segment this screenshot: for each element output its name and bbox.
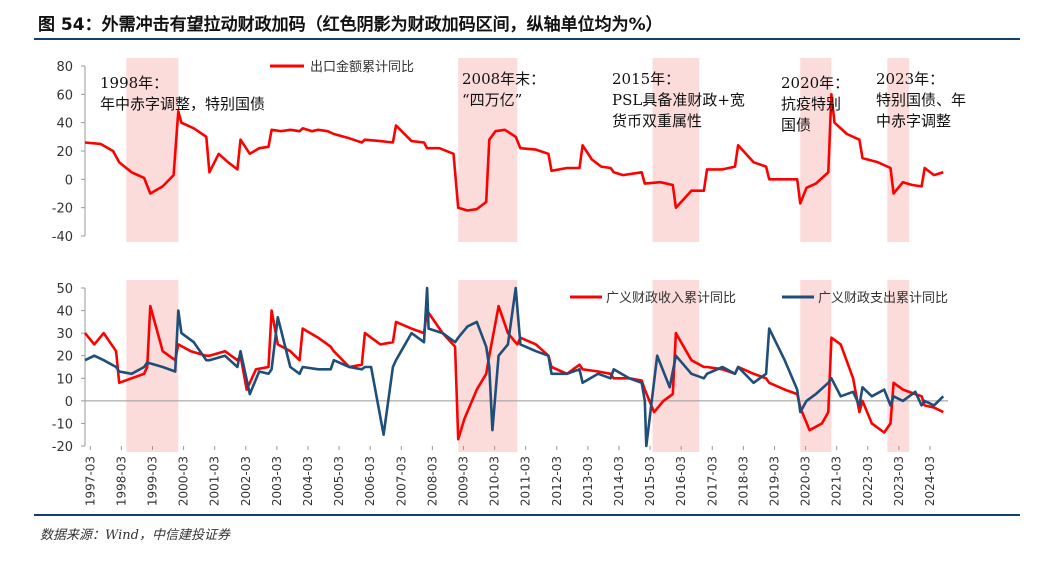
x-tick-label: 2008-03 — [425, 456, 439, 506]
y-tick-label: 20 — [56, 145, 73, 160]
x-tick-label: 2024-03 — [923, 456, 937, 506]
y-tick-label: -20 — [52, 202, 73, 217]
annotation-line: 2008年末： — [462, 70, 545, 88]
x-tick-label: 2001-03 — [208, 456, 222, 506]
export-panel: 80 60 40 20 0 -20 -40 出口金额累计同比 1998年： 年中赤字调整，特别国债… — [52, 58, 966, 245]
x-tick-label: 2018-03 — [736, 456, 750, 506]
annotation: 2023年： 特别国债、年中赤字调整 — [876, 70, 966, 130]
annotation-line: 货币双重属性 — [612, 112, 702, 130]
annotation-line: 2023年： — [876, 70, 944, 88]
x-tick-label: 2021-03 — [830, 456, 844, 506]
annotation: 2020年： 抗疫特别国债 — [781, 74, 849, 134]
annotation-line: 抗疫特别 — [781, 95, 841, 113]
shaded-range — [652, 58, 700, 242]
shaded-range — [126, 58, 179, 242]
series-line — [84, 286, 945, 448]
y-tick-label: 0 — [65, 395, 73, 410]
x-tick-label: 2003-03 — [270, 456, 284, 506]
shaded-range — [800, 58, 832, 242]
x-tick-label: 2005-03 — [332, 456, 346, 506]
x-tick-label: 2015-03 — [643, 456, 657, 506]
x-tick-label: 2004-03 — [301, 456, 315, 506]
y-tick-label: 10 — [56, 372, 73, 387]
shaded-range — [126, 280, 179, 452]
annotation-line: 中赤字调整 — [876, 112, 951, 130]
annotation-line: 2015年： — [612, 70, 680, 88]
x-tick-label: 2006-03 — [363, 456, 377, 506]
series-line — [83, 304, 944, 441]
annotation-line: 特别国债、年 — [876, 91, 966, 109]
annotation-line: 2020年： — [781, 74, 849, 92]
y-tick-label: 80 — [56, 60, 73, 75]
y-tick-label: 40 — [56, 117, 73, 132]
x-tick-label: 1998-03 — [114, 456, 128, 506]
annotation: 2015年： PSL具备准财政+宽货币双重属性 — [612, 70, 745, 130]
y-tick-label: 60 — [56, 88, 73, 103]
annotation-line: 国债 — [781, 116, 811, 134]
x-tick-label: 2017-03 — [705, 456, 719, 506]
legend-label: 广义财政收入累计同比 — [606, 291, 736, 306]
x-tick-label: 2000-03 — [177, 456, 191, 506]
y-tick-label: 30 — [56, 327, 73, 342]
title-rule — [34, 38, 1020, 40]
x-tick-label: 2014-03 — [612, 456, 626, 506]
shaded-range — [887, 58, 910, 242]
x-tick-label: 2019-03 — [767, 456, 781, 506]
y-tick-label: -20 — [52, 440, 73, 455]
x-tick-label: 2013-03 — [581, 456, 595, 506]
x-tick-label: 1997-03 — [83, 456, 97, 506]
y-tick-label: -40 — [52, 230, 73, 245]
x-tick-label: 2022-03 — [861, 456, 875, 506]
annotation-line: “四万亿” — [462, 91, 522, 109]
x-tick-label: 2011-03 — [519, 456, 533, 506]
y-tick-label: -10 — [52, 417, 73, 432]
x-tick-label: 2012-03 — [550, 456, 564, 506]
x-tick-label: 2010-03 — [488, 456, 502, 506]
y-tick-label: 20 — [56, 350, 73, 365]
x-tick-label: 2002-03 — [239, 456, 253, 506]
annotation: 1998年： 年中赤字调整，特别国债 — [100, 74, 265, 113]
annotation-line: 1998年： — [100, 74, 168, 92]
fiscal-panel: 50 40 30 20 10 0 -10 -20 广义财政收入累计同比 广义财政支出累计同比 199… — [52, 280, 948, 506]
annotation: 2008年末： “四万亿” — [462, 70, 545, 109]
x-tick-label: 2023-03 — [892, 456, 906, 506]
annotation-line: 年中赤字调整，特别国债 — [100, 95, 265, 113]
x-tick-label: 2009-03 — [456, 456, 470, 506]
x-tick-label: 2016-03 — [674, 456, 688, 506]
figure-title: 图 54：外需冲击有望拉动财政加码（红色阴影为财政加码区间，纵轴单位均为%） — [38, 15, 663, 35]
source-note: 数据来源：Wind，中信建投证券 — [40, 528, 230, 543]
y-tick-label: 50 — [56, 282, 73, 297]
legend-label: 广义财政支出累计同比 — [818, 291, 948, 306]
annotation-line: PSL具备准财政+宽 — [612, 91, 745, 109]
legend-label: 出口金额累计同比 — [310, 59, 414, 75]
y-tick-label: 40 — [56, 305, 73, 320]
y-tick-label: 0 — [65, 173, 73, 188]
x-tick-label: 2020-03 — [799, 456, 813, 506]
x-tick-label: 2007-03 — [394, 456, 408, 506]
x-tick-label: 1999-03 — [145, 456, 159, 506]
footer-rule — [34, 514, 1020, 516]
series-line — [84, 93, 944, 212]
